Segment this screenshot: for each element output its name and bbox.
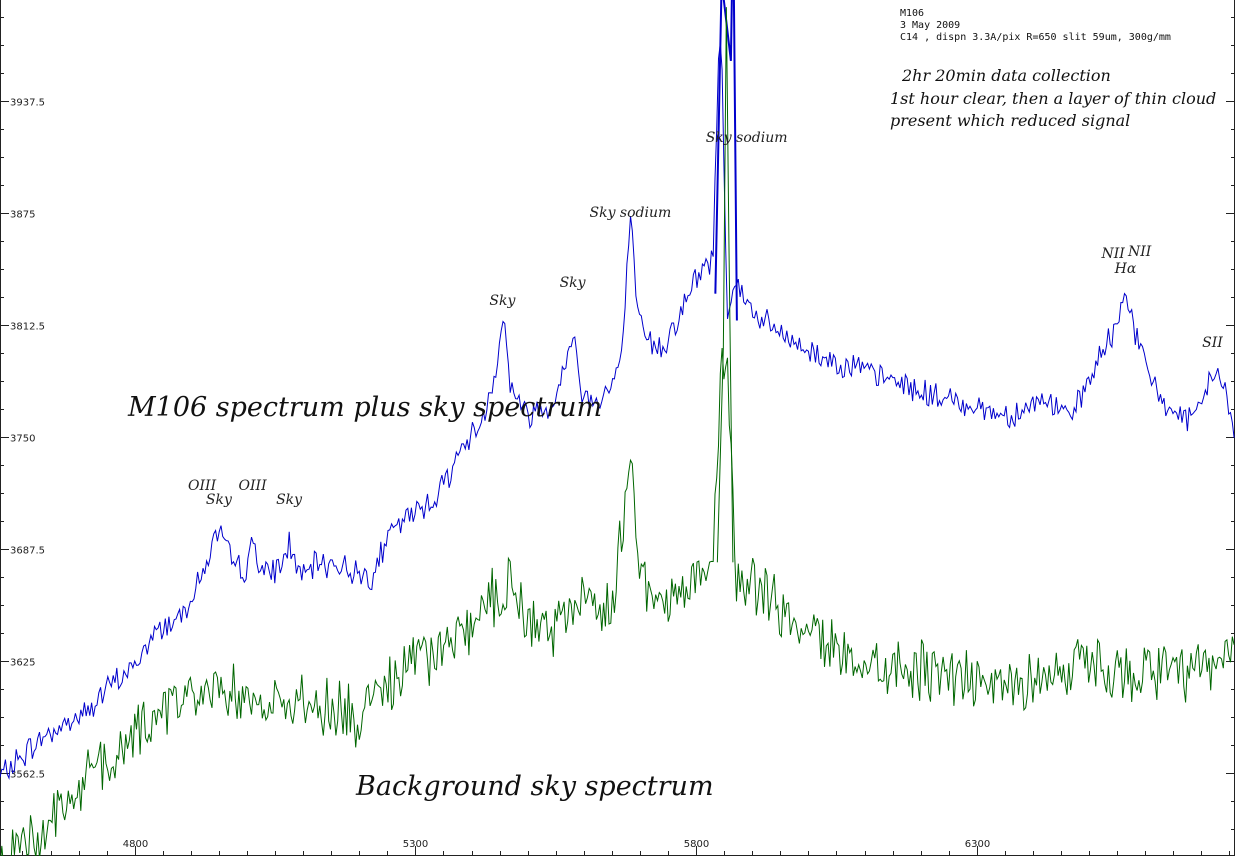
y-tick-label: 3750 [10,434,35,445]
annotation-label: Sky [489,293,516,309]
annotation-label: SII [1202,335,1223,351]
annotation-label: Hα [1114,261,1137,277]
y-tick-label: 3875 [10,210,35,221]
sodium-spike-lower [716,7,734,563]
note-line-2: 1st hour clear, then a layer of thin clo… [890,89,1216,108]
header-object: M106 [900,8,924,19]
y-tick-label: 3812.5 [10,322,45,333]
sodium-spike-upper [714,0,738,321]
upper-series-label: M106 spectrum plus sky spectrum [127,392,602,423]
lower-series-label: Background sky spectrum [355,771,714,802]
annotation-label: Sky sodium [590,205,672,221]
annotation-label: Sky sodium [706,130,788,146]
annotation-label: Sky [560,275,587,291]
x-tick-label: 4800 [123,839,148,850]
header-setup: C14 , dispn 3.3A/pix R=650 slit 59um, 30… [900,32,1171,43]
annotation-label: NII [1127,244,1152,260]
lower-series-line [0,347,1235,856]
note-line-1: 2hr 20min data collection [901,66,1111,85]
annotation-label: OIII [188,478,217,494]
x-tick-label: 5800 [684,839,709,850]
annotation-label: Sky [276,492,303,508]
annotation-label: Sky [206,492,233,508]
x-tick-label: 5300 [403,839,428,850]
annotation-label: OIII [239,478,268,494]
upper-series-line [0,43,1235,780]
y-tick-label: 3687.5 [10,546,45,557]
y-tick-label: 3937.5 [10,98,45,109]
note-line-3: present which reduced signal [890,111,1130,130]
annotation-label: NII [1101,246,1126,262]
y-tick-label: 3562.5 [10,770,45,781]
header-date: 3 May 2009 [900,20,960,31]
y-tick-label: 3625 [10,658,35,669]
x-tick-label: 6300 [965,839,990,850]
